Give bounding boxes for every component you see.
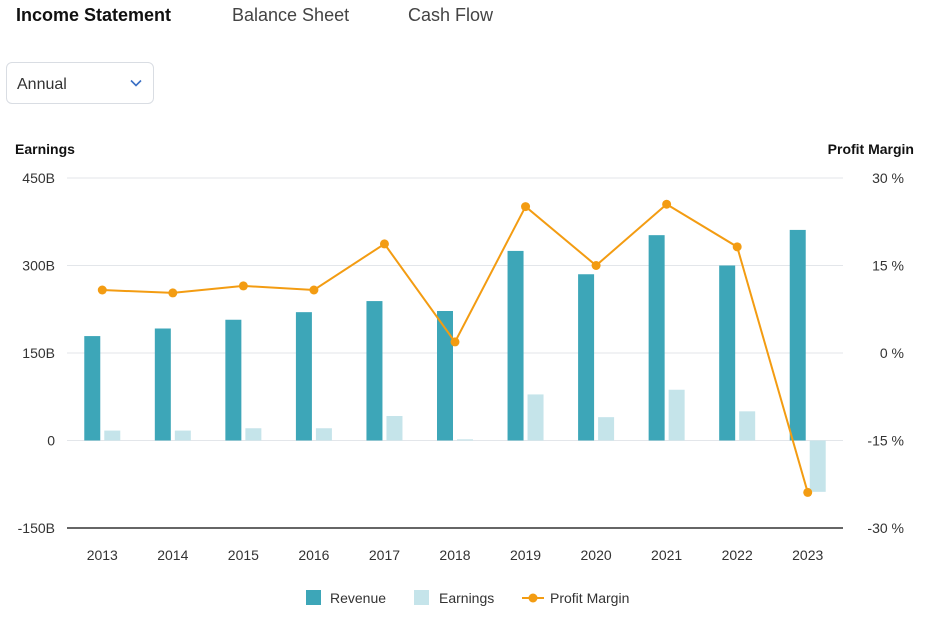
chevron-down-icon <box>130 79 142 87</box>
legend-margin-label: Profit Margin <box>550 590 629 606</box>
profit-margin-point <box>238 281 248 291</box>
earnings-bar <box>739 411 756 441</box>
x-tick-label: 2016 <box>298 547 329 563</box>
legend-earnings-swatch <box>414 590 429 605</box>
y-right-tick-label: -30 % <box>867 520 904 536</box>
profit-margin-point <box>168 288 178 298</box>
y-left-tick-label: 150B <box>22 345 55 361</box>
x-tick-label: 2022 <box>722 547 753 563</box>
y-right-tick-label: -15 % <box>867 433 904 449</box>
period-select[interactable]: Annual <box>6 62 154 104</box>
revenue-bar <box>366 301 383 441</box>
legend: Revenue Earnings Profit Margin <box>306 590 629 606</box>
grid-lines <box>67 177 843 529</box>
profit-margin-line <box>97 199 813 497</box>
x-tick-label: 2017 <box>369 547 400 563</box>
revenue-bar <box>648 235 665 441</box>
profit-margin-point <box>97 285 107 295</box>
earnings-bar <box>598 417 615 441</box>
y-left-tick-label: -150B <box>18 520 55 536</box>
profit-margin-point <box>803 487 813 497</box>
x-tick-label: 2020 <box>581 547 612 563</box>
legend-margin-marker <box>528 593 538 603</box>
revenue-bar <box>578 274 595 441</box>
revenue-bar <box>154 328 171 441</box>
revenue-bar <box>84 336 101 441</box>
x-tick-label: 2019 <box>510 547 541 563</box>
earnings-bar <box>386 416 403 441</box>
revenue-bar <box>789 229 806 441</box>
x-tick-label: 2023 <box>792 547 823 563</box>
profit-margin-point <box>379 239 389 249</box>
tab-balance-sheet[interactable]: Balance Sheet <box>232 5 350 25</box>
earnings-bar <box>174 430 191 441</box>
tab-income-statement[interactable]: Income Statement <box>16 5 172 25</box>
legend-revenue-label: Revenue <box>330 590 386 606</box>
earnings-bar <box>457 439 473 441</box>
revenue-bar <box>295 312 312 441</box>
x-tick-label: 2018 <box>439 547 470 563</box>
earnings-bar <box>527 394 544 441</box>
legend-revenue-swatch <box>306 590 321 605</box>
y-left-tick-label: 0 <box>47 433 55 449</box>
statement-tabs: Income Statement Balance Sheet Cash Flow <box>16 3 493 27</box>
revenue-bar <box>507 250 524 441</box>
x-tick-label: 2021 <box>651 547 682 563</box>
profit-margin-point <box>521 202 531 212</box>
y-right-tick-label: 15 % <box>872 258 904 274</box>
x-tick-label: 2014 <box>157 547 188 563</box>
bars <box>84 229 826 492</box>
profit-margin-point <box>662 199 672 209</box>
revenue-bar <box>437 311 453 441</box>
y-left-tick-label: 300B <box>22 258 55 274</box>
revenue-bar <box>719 265 736 441</box>
x-tick-label: 2013 <box>87 547 118 563</box>
x-tick-label: 2015 <box>228 547 259 563</box>
earnings-chart: Earnings Profit Margin 450B 30 % 300B 15 % 1… <box>15 141 914 606</box>
revenue-bar <box>225 319 242 441</box>
y-right-tick-label: 0 % <box>880 345 904 361</box>
period-select-value: Annual <box>17 76 67 93</box>
y-right-axis-title: Profit Margin <box>828 141 914 157</box>
y-left-tick-label: 450B <box>22 170 55 186</box>
legend-earnings-label: Earnings <box>439 590 494 606</box>
earnings-bar <box>245 428 262 441</box>
y-right-tick-label: 30 % <box>872 170 904 186</box>
earnings-bar <box>668 389 685 441</box>
earnings-bar <box>809 440 826 492</box>
tab-cash-flow[interactable]: Cash Flow <box>408 5 494 25</box>
earnings-bar <box>104 430 121 441</box>
profit-margin-point <box>732 242 742 252</box>
profit-margin-point <box>309 285 319 295</box>
tick-labels: 450B 30 % 300B 15 % 150B 0 % 0 -15 % -150B -30 % 2… <box>18 170 904 563</box>
profit-margin-point <box>450 337 460 347</box>
profit-margin-path <box>102 203 809 493</box>
profit-margin-point <box>591 261 601 270</box>
earnings-bar <box>315 428 332 441</box>
y-left-axis-title: Earnings <box>15 141 75 157</box>
